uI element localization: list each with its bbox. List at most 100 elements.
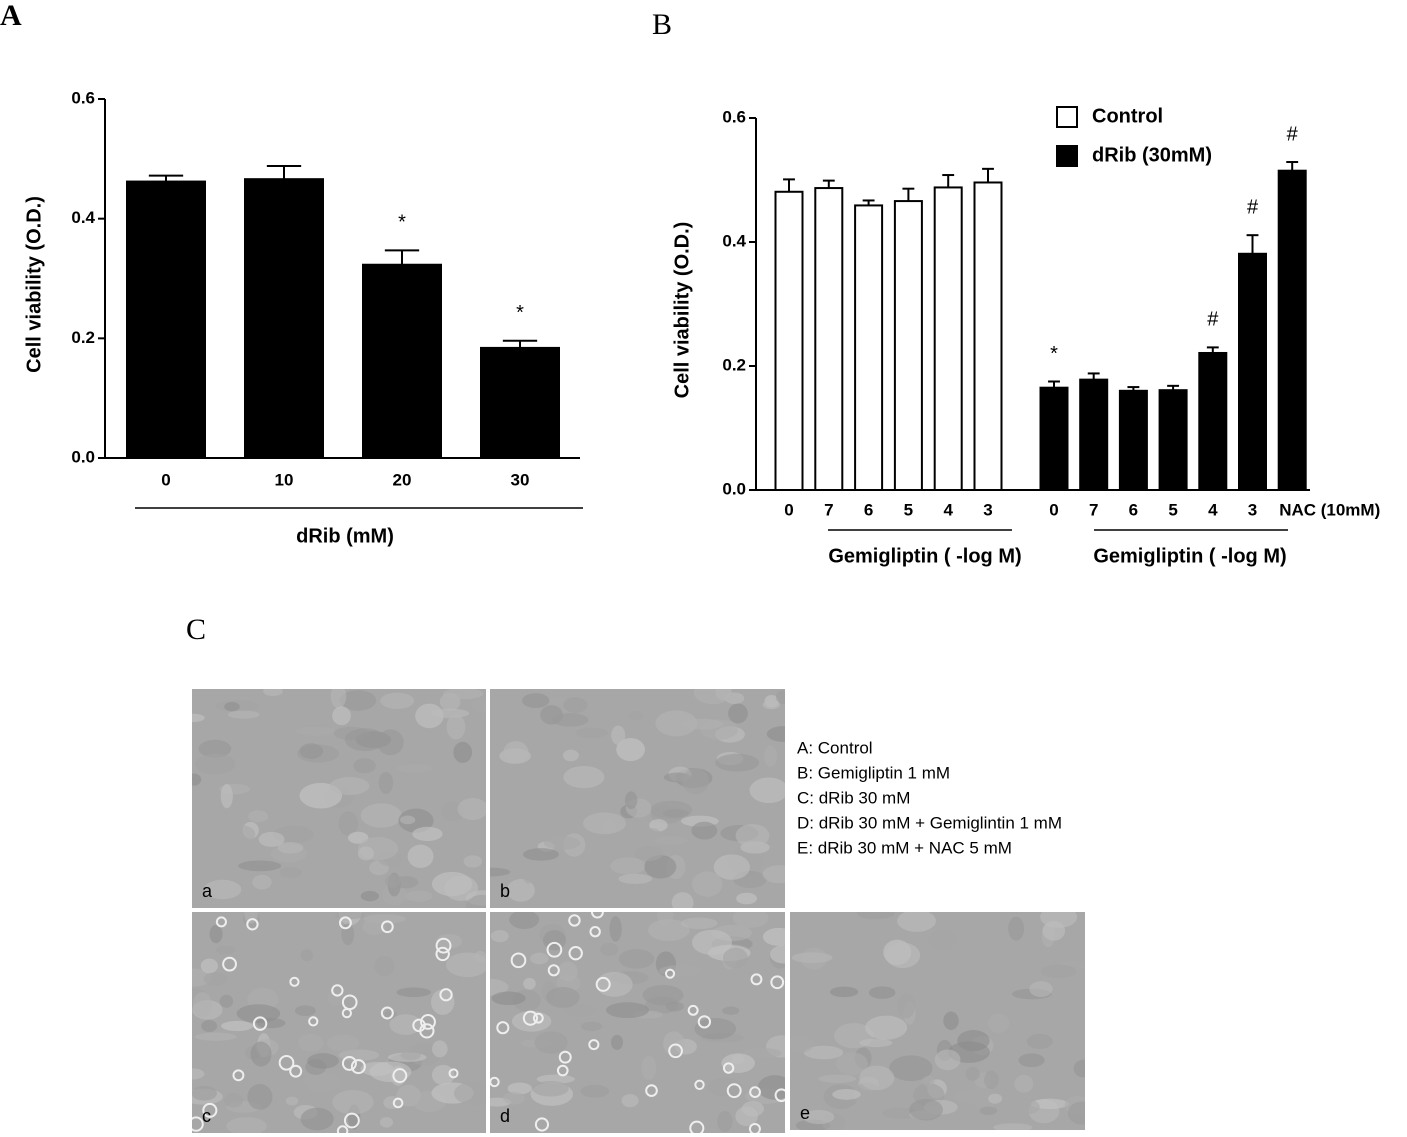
panel-label: B	[652, 8, 672, 41]
cell	[552, 713, 589, 727]
cell	[988, 1093, 1003, 1104]
rounded-cell	[749, 1086, 761, 1099]
error-bar	[822, 179, 835, 189]
cell	[1062, 1084, 1077, 1095]
cell	[503, 741, 529, 763]
cell	[728, 703, 748, 724]
cell	[405, 890, 433, 902]
rounded-cell	[687, 1004, 699, 1016]
rounded-cell	[381, 920, 394, 934]
micrograph: e	[790, 912, 1085, 1130]
cell	[430, 989, 455, 1015]
rounded-cell	[568, 945, 583, 961]
rounded-cell	[202, 1102, 218, 1118]
bar	[1079, 378, 1109, 492]
cell	[957, 1030, 990, 1052]
cell	[943, 1011, 959, 1030]
error-bar	[1246, 234, 1259, 254]
cell	[634, 846, 664, 861]
rounded-cell	[192, 1116, 204, 1132]
cell	[201, 1020, 218, 1033]
cell	[934, 1049, 961, 1071]
cell	[713, 854, 751, 880]
rounded-cell	[568, 914, 581, 927]
cell	[610, 1034, 624, 1050]
cell	[993, 1123, 1033, 1130]
rounded-cell	[435, 946, 450, 962]
legend-swatch	[1056, 106, 1078, 128]
rounded-cell	[308, 1016, 319, 1027]
cell	[581, 1021, 603, 1032]
cell	[928, 929, 957, 951]
cell	[648, 919, 690, 942]
error-bar	[783, 178, 795, 192]
rounded-cell	[392, 1097, 404, 1109]
cell	[300, 1107, 334, 1131]
cell	[628, 710, 643, 721]
significance-label: *	[516, 302, 524, 324]
rounded-cell	[289, 976, 300, 987]
rounded-cell	[589, 926, 601, 938]
cell	[543, 836, 581, 850]
cell	[362, 918, 386, 936]
rounded-cell	[748, 1122, 761, 1133]
cell	[562, 1004, 597, 1017]
y-tick-label: 0.4	[722, 231, 746, 250]
cell	[277, 842, 304, 854]
panel-label: A	[0, 0, 22, 32]
error-bar	[942, 174, 955, 188]
error-bar	[902, 187, 915, 202]
cell	[1042, 920, 1066, 941]
rounded-cell	[336, 1125, 349, 1133]
cell	[192, 773, 202, 786]
cell	[865, 1015, 908, 1040]
rounded-cell	[289, 1064, 303, 1078]
cell	[334, 912, 365, 920]
cell	[662, 809, 689, 818]
cell	[897, 912, 937, 932]
cell	[749, 777, 785, 804]
rounded-cell	[645, 1084, 658, 1097]
x-tick-label: 5	[1168, 500, 1177, 519]
cell	[562, 749, 579, 762]
cell	[192, 1085, 217, 1101]
cell	[198, 739, 232, 758]
micrograph: b	[490, 689, 785, 908]
bar	[814, 187, 844, 491]
rounded-cell	[522, 1010, 539, 1026]
cell	[836, 1052, 869, 1076]
cell	[523, 977, 536, 990]
cell	[618, 949, 655, 969]
x-tick-label: 10	[275, 470, 294, 489]
cell	[248, 810, 269, 823]
rounded-cell	[448, 1068, 459, 1079]
rounded-cell	[588, 1039, 600, 1051]
cell	[412, 826, 443, 842]
x-tick-label: 30	[511, 470, 530, 489]
cell	[507, 1082, 532, 1095]
cell	[430, 708, 470, 719]
cell	[223, 1093, 243, 1108]
panel-label: C	[186, 613, 206, 646]
cell	[965, 1066, 980, 1081]
cell	[490, 930, 509, 943]
cell	[829, 986, 859, 998]
cell	[791, 952, 833, 964]
cell	[542, 929, 567, 951]
y-axis-label: Cell viability (O.D.)	[671, 222, 693, 399]
cell	[224, 701, 240, 712]
cell	[722, 947, 748, 969]
rounded-cell	[380, 1006, 394, 1020]
cell	[227, 710, 260, 719]
cell	[398, 808, 434, 833]
cell	[717, 1110, 733, 1132]
cell	[400, 815, 416, 825]
x-tick-label: 3	[983, 500, 992, 519]
rounded-cell	[510, 952, 527, 969]
cell	[192, 1068, 205, 1080]
x-tick-label: 6	[1129, 500, 1138, 519]
cell	[665, 1001, 684, 1012]
error-bar	[1286, 161, 1299, 171]
cell	[1030, 1098, 1069, 1110]
cell	[721, 1053, 755, 1073]
